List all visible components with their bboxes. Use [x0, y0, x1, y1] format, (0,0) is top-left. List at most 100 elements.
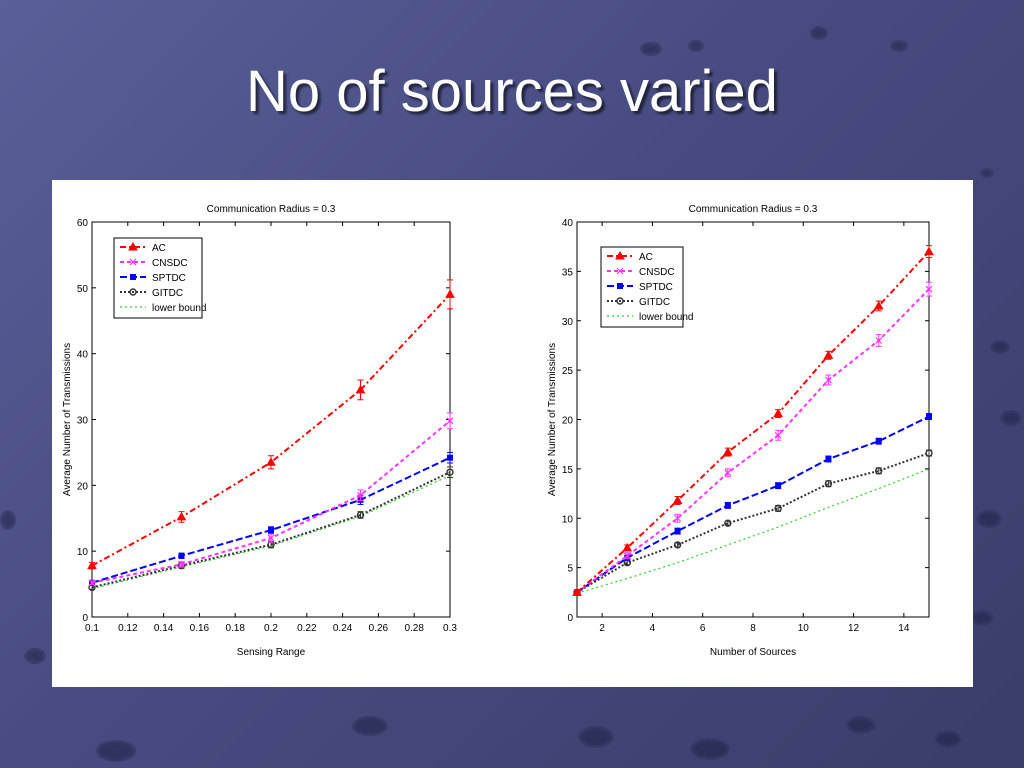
x-tick-label: 0.24 — [333, 623, 353, 634]
data-point — [824, 479, 833, 488]
legend-label: AC — [639, 252, 653, 263]
y-tick-label: 60 — [77, 218, 89, 229]
legend-box — [113, 237, 203, 319]
data-point — [875, 467, 883, 475]
data-point — [445, 289, 455, 298]
legend-label: CNSDC — [639, 267, 675, 278]
data-point — [129, 288, 137, 296]
chart-title: Communication Radius = 0.3 — [207, 204, 336, 215]
data-point — [773, 408, 784, 418]
legend-label: GITDC — [639, 297, 670, 308]
data-point — [825, 376, 832, 384]
x-tick-label: 10 — [798, 623, 810, 634]
data-point — [925, 285, 933, 293]
series-line — [91, 293, 451, 567]
data-point — [823, 350, 834, 359]
data-point — [87, 560, 97, 570]
legend-label: AC — [152, 243, 166, 254]
x-tick-label: 0.3 — [443, 623, 457, 634]
data-point — [623, 552, 631, 560]
series-line — [91, 456, 451, 584]
data-point — [268, 527, 274, 534]
series-line — [576, 468, 930, 594]
y-tick-label: 25 — [562, 366, 574, 377]
y-tick-label: 35 — [562, 267, 574, 278]
data-point — [724, 469, 732, 477]
y-tick-label: 10 — [562, 514, 574, 525]
data-point — [130, 274, 136, 280]
series-lower-bound — [576, 468, 930, 594]
legend-label: SPTDC — [152, 273, 186, 284]
legend-label: GITDC — [152, 288, 183, 299]
data-point — [825, 456, 832, 462]
legend-label: lower bound — [152, 303, 206, 314]
legend: AC CNSDC SPTDC GITDC lower bound — [113, 237, 206, 319]
data-point — [178, 560, 185, 568]
legend: AC CNSDC SPTDC GITDC lower bound — [600, 246, 693, 328]
series-line — [576, 288, 930, 594]
x-tick-label: 0.28 — [404, 623, 424, 634]
y-axis-label: Average Number of Transmissions — [547, 343, 558, 496]
legend-box — [600, 246, 684, 328]
data-point — [875, 438, 882, 445]
x-tick-label: 0.16 — [190, 623, 210, 634]
x-tick-label: 12 — [848, 623, 860, 634]
data-point — [875, 337, 883, 344]
y-tick-label: 20 — [77, 481, 89, 492]
data-point — [267, 534, 275, 542]
x-axis-label: Sensing Range — [237, 647, 306, 658]
data-point — [178, 552, 185, 559]
chart-number-of-sources: Communication Radius = 0.3 2 4 6 8 10 12 14 0 5 10… — [547, 204, 934, 658]
data-point — [673, 541, 682, 549]
x-tick-label: 8 — [750, 623, 756, 634]
data-point — [616, 297, 624, 305]
y-tick-label: 20 — [562, 416, 574, 427]
y-tick-label: 0 — [82, 613, 88, 624]
x-axis-label: Number of Sources — [710, 647, 796, 658]
x-tick-label: 0.14 — [154, 623, 174, 634]
y-tick-label: 10 — [77, 547, 89, 558]
data-point — [672, 495, 683, 504]
data-point — [924, 246, 934, 256]
data-point — [873, 300, 884, 310]
x-tick-label: 14 — [898, 623, 910, 634]
x-tick-label: 0.18 — [225, 623, 245, 634]
data-point — [266, 457, 276, 466]
y-tick-label: 15 — [562, 465, 574, 476]
x-tick-label: 0.22 — [297, 623, 317, 634]
data-point — [674, 514, 681, 522]
data-point — [622, 542, 633, 552]
data-point — [357, 491, 364, 499]
series-cnsdc — [88, 412, 454, 587]
slide-title: No of sources varied — [246, 59, 778, 124]
data-point — [88, 579, 96, 587]
series-line — [576, 415, 930, 594]
series-ac — [572, 245, 934, 596]
data-point — [616, 267, 624, 275]
data-point — [774, 431, 782, 439]
data-point — [775, 482, 782, 489]
series-sptdc — [89, 451, 453, 586]
data-point — [724, 519, 732, 527]
y-tick-label: 5 — [567, 564, 573, 575]
data-point — [617, 283, 623, 289]
data-point — [722, 447, 733, 456]
chart-sensing-range: Communication Radius = 0.3 0.1 0.12 0.14 0.1… — [62, 204, 457, 658]
series-line — [576, 452, 930, 594]
data-point — [176, 511, 187, 521]
series-lower-bound — [91, 474, 451, 590]
series-gitdc — [573, 449, 933, 597]
data-point — [572, 587, 582, 596]
x-tick-label: 0.12 — [118, 623, 138, 634]
data-point — [355, 384, 366, 394]
x-tick-label: 0.26 — [369, 623, 389, 634]
y-tick-label: 30 — [77, 416, 89, 427]
x-tick-label: 2 — [599, 623, 605, 634]
legend-label: lower bound — [639, 312, 693, 323]
y-tick-label: 40 — [77, 350, 89, 361]
series-line — [91, 474, 451, 590]
data-point — [446, 417, 454, 425]
x-tick-label: 0.1 — [85, 623, 99, 634]
y-tick-label: 50 — [77, 284, 89, 295]
